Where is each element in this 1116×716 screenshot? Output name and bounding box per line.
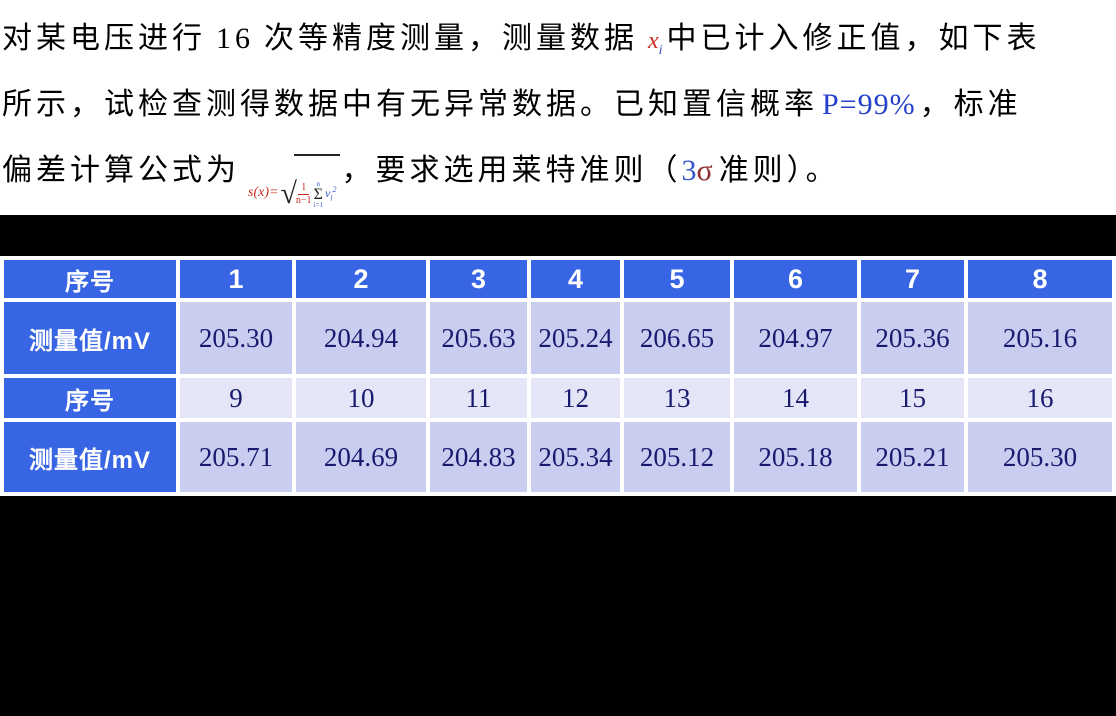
row-label-index: 序号 bbox=[4, 260, 176, 298]
value-cell: 204.94 bbox=[296, 302, 426, 374]
fraction-denominator: n−1 bbox=[295, 195, 312, 206]
value-cell: 205.16 bbox=[968, 302, 1112, 374]
index-cell: 8 bbox=[968, 260, 1112, 298]
sum-lower-limit: i=1 bbox=[313, 200, 323, 209]
value-cell: 206.65 bbox=[624, 302, 730, 374]
index-cell: 1 bbox=[180, 260, 292, 298]
line3-text-post: 准则）。 bbox=[718, 154, 840, 187]
value-cell: 205.71 bbox=[180, 422, 292, 492]
sigma-glyph: Σ bbox=[313, 185, 323, 203]
variable-x: x bbox=[648, 28, 659, 54]
index-cell: 4 bbox=[531, 260, 620, 298]
index-cell: 9 bbox=[180, 378, 292, 418]
radical-sign: √ bbox=[280, 177, 297, 210]
measurement-table: 序号 1 2 3 4 5 6 7 8 测量值/mV 205.30 204.94 … bbox=[0, 256, 1116, 496]
formula-fraction: 1 n−1 bbox=[296, 183, 312, 206]
index-cell: 14 bbox=[734, 378, 857, 418]
index-cell: 13 bbox=[624, 378, 730, 418]
value-cell: 204.97 bbox=[734, 302, 857, 374]
line1-text-mid: 次等精度测量，测量数据 bbox=[264, 22, 638, 55]
measurement-table-wrap: 序号 1 2 3 4 5 6 7 8 测量值/mV 205.30 204.94 … bbox=[0, 256, 1116, 496]
variable-x-subscript: i bbox=[658, 42, 663, 58]
value-cell: 205.36 bbox=[861, 302, 964, 374]
statement-line-2: 所示，试检查测得数据中有无异常数据。已知置信概率 P=99% ，标准 bbox=[2, 72, 1116, 138]
value-cell: 205.30 bbox=[180, 302, 292, 374]
table-row-index-9-16: 序号 9 10 11 12 13 14 15 16 bbox=[4, 378, 1112, 418]
statement-line-1: 对某电压进行 16 次等精度测量，测量数据 xi 中已计入修正值，如下表 bbox=[2, 6, 1116, 72]
line2-text-pre: 所示，试检查测得数据中有无异常数据。已知置信概率 bbox=[2, 88, 818, 121]
line2-text-post: ，标准 bbox=[919, 88, 1022, 121]
line1-text-pre: 对某电压进行 bbox=[2, 22, 206, 55]
fraction-numerator: 1 bbox=[298, 183, 310, 195]
index-cell: 16 bbox=[968, 378, 1112, 418]
value-cell: 205.24 bbox=[531, 302, 620, 374]
three-sigma-symbol: σ bbox=[696, 154, 713, 187]
index-cell: 10 bbox=[296, 378, 426, 418]
value-cell: 205.18 bbox=[734, 422, 857, 492]
term-v: v bbox=[324, 186, 331, 201]
value-cell: 204.83 bbox=[430, 422, 527, 492]
row-label-index: 序号 bbox=[4, 378, 176, 418]
residual-term: vi2 bbox=[325, 157, 337, 231]
index-cell: 3 bbox=[430, 260, 527, 298]
confidence-probability: P=99% bbox=[822, 88, 916, 121]
value-cell: 204.69 bbox=[296, 422, 426, 492]
line3-text-pre: 偏差计算公式为 bbox=[2, 154, 240, 187]
line3-text-mid: ，要求选用莱特准则（ bbox=[341, 154, 682, 187]
index-cell: 11 bbox=[430, 378, 527, 418]
value-cell: 205.34 bbox=[531, 422, 620, 492]
count-16: 16 bbox=[216, 22, 254, 55]
value-cell: 205.12 bbox=[624, 422, 730, 492]
problem-statement: 对某电压进行 16 次等精度测量，测量数据 xi 中已计入修正值，如下表 所示，试检查测… bbox=[0, 0, 1116, 215]
term-sup-2: 2 bbox=[332, 185, 337, 195]
index-cell: 7 bbox=[861, 260, 964, 298]
value-cell: 205.21 bbox=[861, 422, 964, 492]
index-cell: 6 bbox=[734, 260, 857, 298]
index-cell: 5 bbox=[624, 260, 730, 298]
value-cell: 205.30 bbox=[968, 422, 1112, 492]
index-cell: 12 bbox=[531, 378, 620, 418]
term-sub-i: i bbox=[330, 193, 333, 203]
sum-upper-limit: n bbox=[316, 179, 321, 188]
row-label-measurement: 测量值/mV bbox=[4, 422, 176, 492]
row-label-measurement: 测量值/mV bbox=[4, 302, 176, 374]
formula-lhs: s(x)= bbox=[248, 185, 279, 200]
table-row-index-1-8: 序号 1 2 3 4 5 6 7 8 bbox=[4, 260, 1112, 298]
index-cell: 15 bbox=[861, 378, 964, 418]
variable-xi: xi bbox=[648, 28, 663, 58]
index-cell: 2 bbox=[296, 260, 426, 298]
table-row-values-1-8: 测量值/mV 205.30 204.94 205.63 205.24 206.6… bbox=[4, 302, 1112, 374]
value-cell: 205.63 bbox=[430, 302, 527, 374]
table-row-values-9-16: 测量值/mV 205.71 204.69 204.83 205.34 205.1… bbox=[4, 422, 1112, 492]
line1-text-post: 中已计入修正值，如下表 bbox=[666, 22, 1041, 55]
three-sigma-number: 3 bbox=[681, 154, 697, 187]
